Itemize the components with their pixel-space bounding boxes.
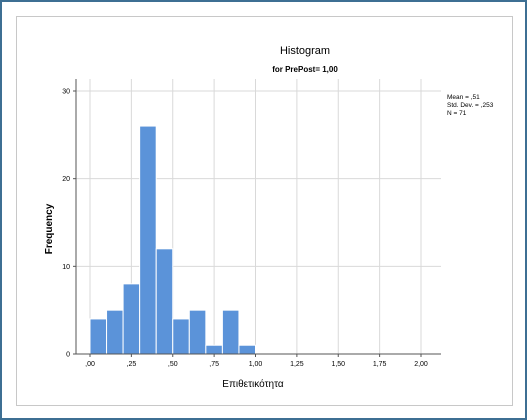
y-axis-label: Frequency (44, 203, 55, 254)
y-tick-label: 10 (62, 264, 70, 271)
histogram-bar (89, 318, 108, 355)
x-axis-label: Επιθετικότητα (222, 378, 284, 390)
histogram-chart: Histogram for PrePost= 1,00 ,00 ,25 ,50 ,75… (44, 45, 494, 390)
bars-layer (89, 125, 256, 355)
histogram-bar (205, 344, 223, 355)
ticks-layer: ,00 ,25 ,50 ,75 1,00 1,25 1,50 1,75 2,00 0 10 20 30 (62, 89, 428, 369)
chart-title: Histogram (280, 45, 330, 57)
x-tick-label: 2,00 (414, 361, 428, 368)
histogram-bar (221, 309, 240, 355)
x-tick-label: ,75 (209, 361, 219, 368)
stats-mean: Mean = ,51 (447, 94, 480, 101)
x-tick-label: 1,50 (331, 361, 345, 368)
stats-box: Mean = ,51 Std. Dev. = ,253 N = 71 (447, 94, 494, 117)
x-tick-label: ,50 (168, 361, 178, 368)
chart-panel: Histogram for PrePost= 1,00 ,00 ,25 ,50 ,75… (16, 16, 513, 406)
y-tick-label: 30 (62, 89, 70, 96)
histogram-bar (122, 283, 141, 355)
histogram-bar (139, 125, 157, 355)
x-tick-label: ,25 (127, 361, 137, 368)
stats-n: N = 71 (447, 110, 467, 117)
x-tick-label: 1,00 (249, 361, 263, 368)
histogram-bar (155, 248, 174, 355)
stats-std: Std. Dev. = ,253 (447, 102, 494, 109)
histogram-bar (172, 318, 190, 355)
y-tick-label: 20 (62, 176, 70, 183)
y-tick-label: 0 (66, 352, 70, 359)
histogram-bar (106, 309, 124, 355)
grid-layer (76, 79, 441, 354)
histogram-bar (188, 309, 207, 355)
x-tick-label: 1,75 (373, 361, 387, 368)
x-tick-label: ,00 (85, 361, 95, 368)
x-tick-label: 1,25 (290, 361, 304, 368)
chart-subtitle: for PrePost= 1,00 (272, 65, 338, 74)
histogram-bar (238, 344, 256, 355)
axes-layer (75, 79, 441, 355)
